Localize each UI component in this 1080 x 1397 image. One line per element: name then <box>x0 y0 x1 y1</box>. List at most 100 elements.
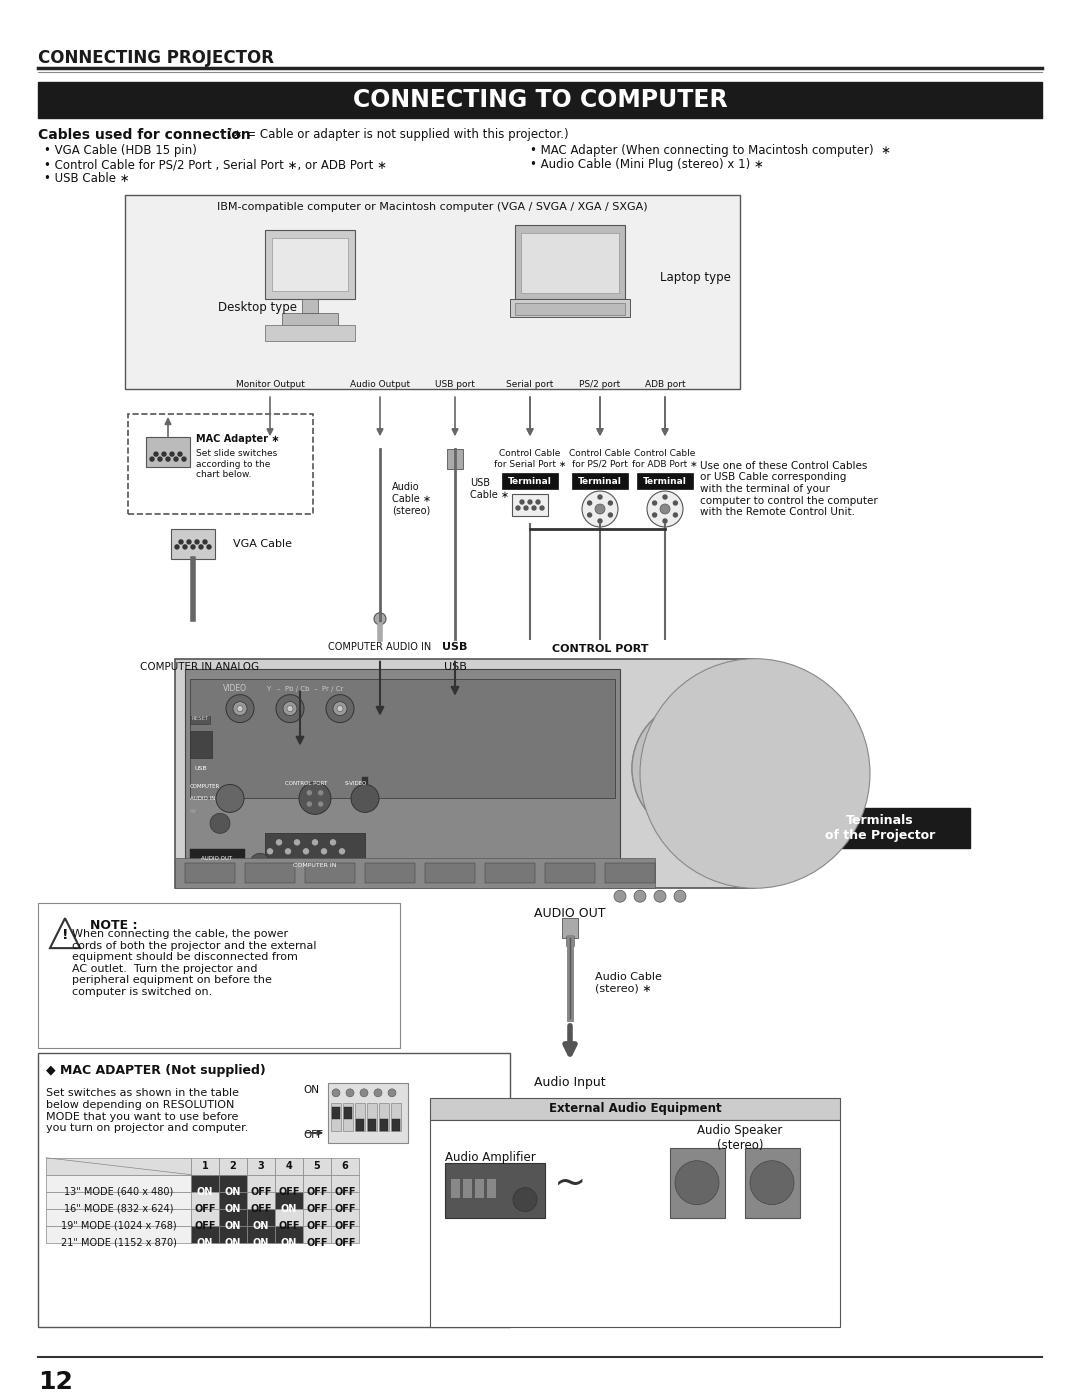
Bar <box>46 1175 191 1192</box>
Bar <box>175 858 654 888</box>
Circle shape <box>295 840 299 845</box>
Circle shape <box>276 694 303 722</box>
Circle shape <box>663 518 667 522</box>
Circle shape <box>319 802 323 806</box>
Bar <box>380 1119 388 1130</box>
Circle shape <box>319 791 323 795</box>
Text: OFF: OFF <box>334 1221 355 1231</box>
Circle shape <box>652 502 657 504</box>
Text: USB: USB <box>194 766 207 771</box>
Circle shape <box>308 791 311 795</box>
Bar <box>219 1158 247 1175</box>
Text: ON: ON <box>225 1238 241 1248</box>
Text: Terminals
of the Projector: Terminals of the Projector <box>825 814 935 842</box>
Text: 4: 4 <box>285 1161 293 1171</box>
Circle shape <box>308 802 311 806</box>
Bar <box>367 1102 377 1130</box>
Circle shape <box>268 849 272 854</box>
Circle shape <box>249 854 270 873</box>
Circle shape <box>207 545 211 549</box>
Circle shape <box>183 457 186 461</box>
Circle shape <box>178 453 183 455</box>
Text: • VGA Cable (HDB 15 pin): • VGA Cable (HDB 15 pin) <box>44 144 197 158</box>
Bar <box>330 1225 359 1242</box>
Text: 19" MODE (1024 x 768): 19" MODE (1024 x 768) <box>60 1221 176 1231</box>
Bar <box>275 1175 303 1192</box>
Circle shape <box>528 500 532 504</box>
Text: CONNECTING TO COMPUTER: CONNECTING TO COMPUTER <box>353 88 727 112</box>
Circle shape <box>326 694 354 722</box>
Circle shape <box>374 613 386 624</box>
Circle shape <box>226 694 254 722</box>
Bar <box>46 1208 191 1225</box>
Circle shape <box>519 500 524 504</box>
Bar <box>191 1158 219 1175</box>
Circle shape <box>660 504 670 514</box>
Bar <box>175 659 755 888</box>
Bar <box>125 194 740 390</box>
Text: CONTROL PORT: CONTROL PORT <box>552 644 648 654</box>
Text: AUDIO IN: AUDIO IN <box>190 796 215 800</box>
Bar <box>745 1148 800 1218</box>
Circle shape <box>332 1088 340 1097</box>
Circle shape <box>312 840 318 845</box>
Bar <box>430 1120 840 1327</box>
Circle shape <box>237 705 243 711</box>
Circle shape <box>656 725 744 813</box>
Bar <box>430 1098 840 1120</box>
Bar <box>356 1119 364 1130</box>
Bar <box>272 237 348 292</box>
Bar <box>191 1225 219 1242</box>
Bar <box>265 834 365 862</box>
Text: IBM-compatible computer or Macintosh computer (VGA / SVGA / XGA / SXGA): IBM-compatible computer or Macintosh com… <box>217 201 648 211</box>
Text: 5: 5 <box>313 1161 321 1171</box>
Bar <box>303 1192 330 1208</box>
Circle shape <box>750 1161 794 1204</box>
Bar <box>332 1106 340 1119</box>
Text: Laptop type: Laptop type <box>660 271 731 284</box>
Text: OFF: OFF <box>279 1221 300 1231</box>
Text: 2: 2 <box>230 1161 237 1171</box>
Text: ON: ON <box>281 1204 297 1214</box>
Bar <box>247 1192 275 1208</box>
Text: • Control Cable for PS/2 Port , Serial Port ∗, or ADB Port ∗: • Control Cable for PS/2 Port , Serial P… <box>44 158 387 172</box>
Bar <box>303 1225 330 1242</box>
Bar <box>305 863 355 883</box>
Bar <box>275 1192 303 1208</box>
Bar <box>566 936 573 946</box>
Bar <box>426 863 475 883</box>
Text: OFF: OFF <box>251 1186 272 1197</box>
Text: CONNECTING PROJECTOR: CONNECTING PROJECTOR <box>38 49 274 67</box>
Bar <box>38 1053 510 1327</box>
Text: OFF: OFF <box>307 1221 327 1231</box>
Bar <box>447 448 463 469</box>
Text: OFF: OFF <box>194 1204 216 1214</box>
Bar <box>545 863 595 883</box>
Text: OFF: OFF <box>194 1221 216 1231</box>
Bar <box>190 715 210 724</box>
Text: 6: 6 <box>341 1161 349 1171</box>
Bar <box>392 1119 400 1130</box>
Text: OFF: OFF <box>334 1238 355 1248</box>
Bar <box>343 1102 353 1130</box>
Bar <box>462 1178 472 1197</box>
Text: Set switches as shown in the table
below depending on RESOLUTION
MODE that you w: Set switches as shown in the table below… <box>46 1088 248 1133</box>
Text: Audio Input: Audio Input <box>535 1076 606 1090</box>
Text: S-VIDEO: S-VIDEO <box>345 781 367 787</box>
Circle shape <box>299 782 330 814</box>
Text: • MAC Adapter (When connecting to Macintosh computer)  ∗: • MAC Adapter (When connecting to Macint… <box>530 144 891 158</box>
Circle shape <box>598 518 602 522</box>
Circle shape <box>374 1088 382 1097</box>
Circle shape <box>588 513 592 517</box>
Text: Terminal: Terminal <box>643 476 687 486</box>
Text: COMPUTER IN ANALOG: COMPUTER IN ANALOG <box>140 662 259 672</box>
Bar <box>474 1178 484 1197</box>
Text: COMPUTER AUDIO IN: COMPUTER AUDIO IN <box>328 641 432 652</box>
Bar <box>502 474 558 489</box>
Circle shape <box>346 1088 354 1097</box>
Text: Audio Output: Audio Output <box>350 380 410 390</box>
Bar <box>171 529 215 559</box>
Text: 12: 12 <box>38 1370 72 1394</box>
Bar <box>345 1106 352 1119</box>
Bar <box>485 863 535 883</box>
